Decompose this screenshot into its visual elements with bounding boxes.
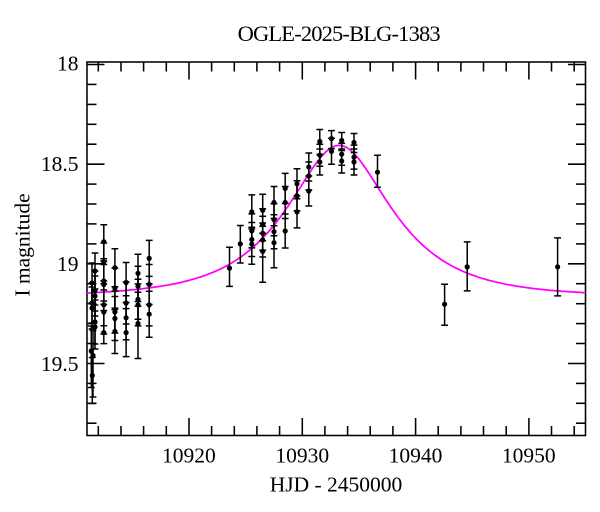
svg-text:10950: 10950: [502, 444, 556, 468]
svg-text:19: 19: [57, 252, 79, 276]
svg-text:I magnitude: I magnitude: [11, 193, 35, 296]
svg-text:18: 18: [57, 52, 79, 76]
svg-text:10920: 10920: [162, 444, 216, 468]
svg-text:19.5: 19.5: [41, 352, 79, 376]
svg-text:HJD - 2450000: HJD - 2450000: [270, 473, 403, 497]
svg-text:10940: 10940: [389, 444, 443, 468]
svg-text:OGLE-2025-BLG-1383: OGLE-2025-BLG-1383: [238, 21, 441, 46]
svg-text:10930: 10930: [275, 444, 329, 468]
svg-text:18.5: 18.5: [41, 152, 79, 176]
